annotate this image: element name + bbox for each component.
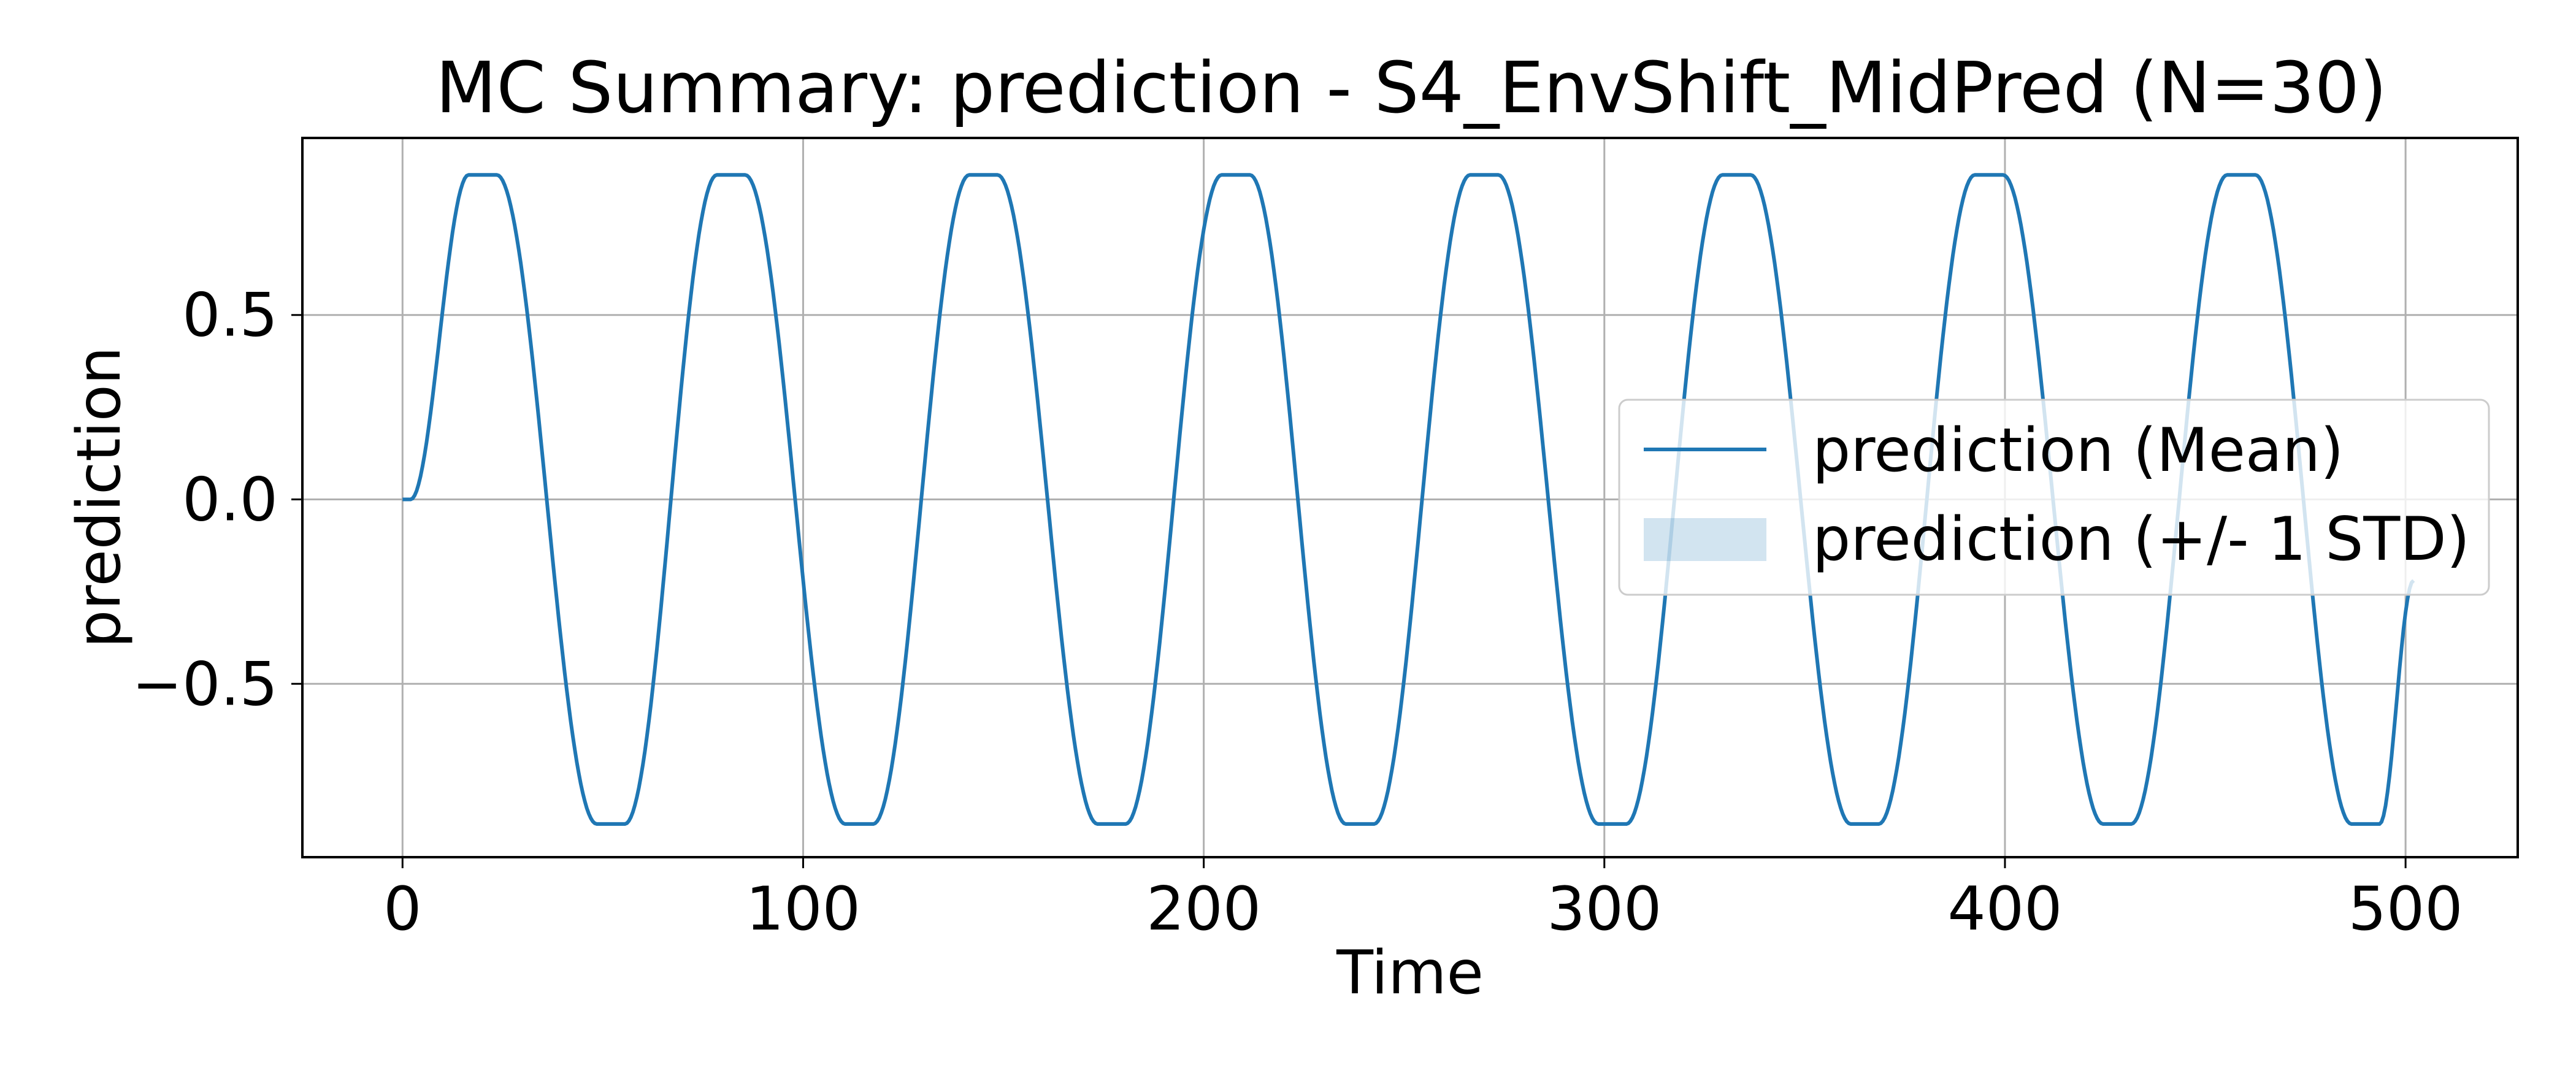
x-tick-label: 300 [1547,874,1662,944]
y-tick-label: −0.5 [132,649,278,719]
y-tick-label: 0.5 [182,281,278,351]
legend-mean-label: prediction (Mean) [1812,416,2344,486]
mean-line-layer [402,173,2415,826]
x-tick-label: 0 [383,874,421,944]
x-axis: 0 100 200 300 400 500 [383,857,2463,944]
legend-std-swatch [1644,518,1766,561]
x-tick-label: 100 [746,874,861,944]
x-tick-label: 200 [1146,874,1261,944]
mean-series-line [402,173,2415,826]
y-tick-label: 0.0 [182,465,278,535]
legend-std-label: prediction (+/- 1 STD) [1812,505,2470,575]
x-axis-label: Time [1336,938,1484,1008]
plot-frame [301,137,2519,858]
legend-frame [1618,399,2490,596]
chart-title: MC Summary: prediction - S4_EnvShift_Mid… [435,47,2386,129]
y-axis: 0.5 0.0 −0.5 [132,281,302,719]
y-axis-label: prediction [64,346,134,648]
x-tick-label: 400 [1947,874,2062,944]
legend: prediction (Mean) prediction (+/- 1 STD) [1618,399,2490,596]
x-tick-label: 500 [2348,874,2463,944]
